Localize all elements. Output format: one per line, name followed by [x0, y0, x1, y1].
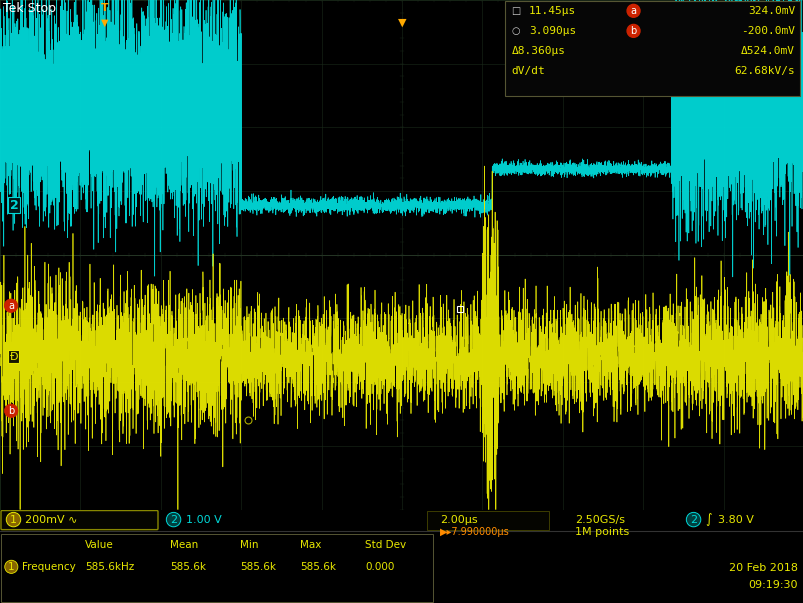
Text: 1M points: 1M points	[574, 526, 629, 537]
Text: Đ: Đ	[10, 352, 18, 362]
Text: 62.68kV/s: 62.68kV/s	[733, 66, 794, 76]
Text: b: b	[630, 26, 636, 36]
FancyBboxPatch shape	[504, 1, 799, 95]
Text: Max: Max	[300, 540, 321, 550]
Text: Min: Min	[240, 540, 259, 550]
Text: 585.6k: 585.6k	[169, 562, 206, 572]
Text: ▼: ▼	[397, 18, 406, 28]
FancyBboxPatch shape	[426, 511, 548, 529]
Text: 2: 2	[169, 514, 177, 525]
Text: 20 Feb 2018: 20 Feb 2018	[728, 563, 797, 573]
Text: ▶▸7.990000μs: ▶▸7.990000μs	[439, 526, 509, 537]
Text: Std Dev: Std Dev	[365, 540, 406, 550]
Text: Δ8.360μs: Δ8.360μs	[511, 46, 565, 56]
Text: dV/dt: dV/dt	[511, 66, 544, 76]
Text: 200mV ∿: 200mV ∿	[25, 514, 77, 525]
Text: ▼: ▼	[100, 18, 108, 28]
Text: 09:19:30: 09:19:30	[748, 580, 797, 590]
Text: ○: ○	[511, 26, 520, 36]
Text: Frequency: Frequency	[22, 562, 75, 572]
Text: Value: Value	[85, 540, 113, 550]
FancyBboxPatch shape	[1, 511, 158, 529]
Text: 1: 1	[8, 562, 14, 572]
Text: 1.00 V: 1.00 V	[185, 514, 222, 525]
Text: a: a	[630, 6, 636, 16]
Text: 3.80 V: 3.80 V	[717, 514, 753, 525]
Text: 585.6k: 585.6k	[300, 562, 336, 572]
Text: Tek Stop: Tek Stop	[3, 2, 56, 15]
Text: 585.6k: 585.6k	[240, 562, 275, 572]
Text: 3.090μs: 3.090μs	[528, 26, 576, 36]
Text: 2.50GS/s: 2.50GS/s	[574, 514, 624, 525]
Text: -200.0mV: -200.0mV	[740, 26, 794, 36]
Text: a: a	[8, 301, 14, 311]
Text: T: T	[100, 3, 108, 13]
Text: 0.000: 0.000	[365, 562, 394, 572]
Text: 324.0mV: 324.0mV	[747, 6, 794, 16]
Text: 2: 2	[10, 198, 18, 212]
Text: b: b	[8, 406, 14, 416]
Text: 2: 2	[689, 514, 696, 525]
Text: 2.00μs: 2.00μs	[439, 514, 477, 525]
FancyBboxPatch shape	[1, 534, 433, 602]
Text: Mean: Mean	[169, 540, 198, 550]
Text: 585.6kHz: 585.6kHz	[85, 562, 134, 572]
Text: □: □	[511, 6, 520, 16]
Text: ∫: ∫	[704, 513, 711, 526]
Text: 1: 1	[10, 514, 17, 525]
Text: Δ524.0mV: Δ524.0mV	[740, 46, 794, 56]
Text: 11.45μs: 11.45μs	[528, 6, 576, 16]
